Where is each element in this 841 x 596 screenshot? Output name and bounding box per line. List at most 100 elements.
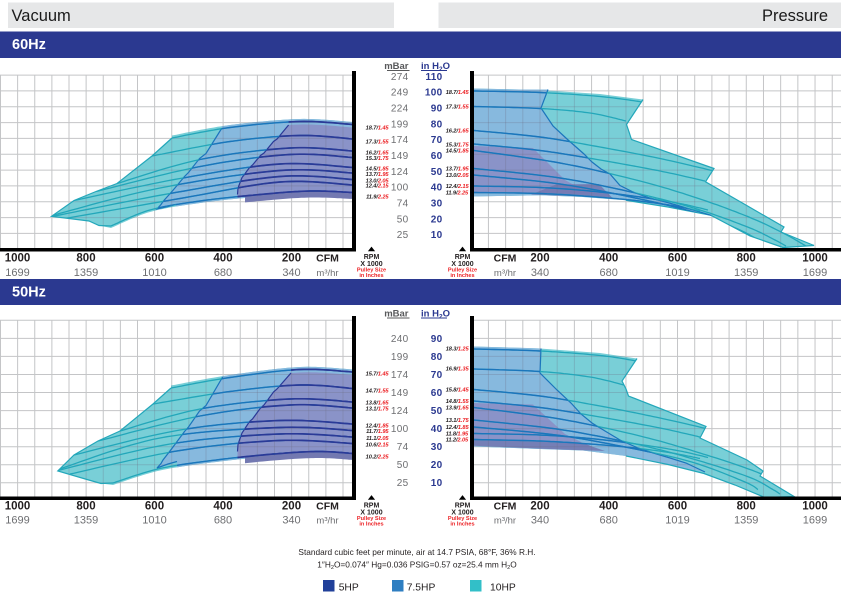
svg-text:800: 800 bbox=[76, 501, 95, 513]
svg-text:100: 100 bbox=[425, 88, 443, 99]
svg-text:12.4/2.15: 12.4/2.15 bbox=[366, 184, 390, 190]
svg-text:1010: 1010 bbox=[142, 515, 166, 527]
svg-text:14.7/1.55: 14.7/1.55 bbox=[366, 389, 390, 395]
svg-text:74: 74 bbox=[397, 199, 409, 210]
svg-text:17.3/1.55: 17.3/1.55 bbox=[446, 105, 470, 111]
svg-text:600: 600 bbox=[668, 501, 687, 513]
svg-text:14.5/1.85: 14.5/1.85 bbox=[366, 167, 390, 173]
svg-text:1359: 1359 bbox=[734, 267, 758, 279]
svg-text:40: 40 bbox=[431, 183, 443, 194]
svg-text:18.7/1.45: 18.7/1.45 bbox=[446, 90, 470, 96]
svg-text:400: 400 bbox=[213, 501, 232, 513]
svg-text:100: 100 bbox=[391, 183, 409, 194]
svg-text:80: 80 bbox=[431, 119, 443, 130]
svg-text:11.1/2.05: 11.1/2.05 bbox=[366, 436, 389, 442]
svg-text:1359: 1359 bbox=[74, 267, 98, 279]
svg-text:340: 340 bbox=[282, 515, 300, 527]
svg-text:200: 200 bbox=[282, 253, 301, 265]
svg-text:74: 74 bbox=[397, 442, 409, 453]
svg-text:800: 800 bbox=[737, 253, 756, 265]
svg-text:11.9/2.25: 11.9/2.25 bbox=[446, 190, 469, 196]
svg-text:400: 400 bbox=[599, 253, 618, 265]
svg-text:18.3/1.25: 18.3/1.25 bbox=[446, 347, 470, 353]
svg-text:40: 40 bbox=[431, 424, 443, 435]
svg-text:1019: 1019 bbox=[665, 267, 689, 279]
svg-text:340: 340 bbox=[282, 267, 300, 279]
svg-text:20: 20 bbox=[431, 214, 443, 225]
svg-text:Pulley Size: Pulley Size bbox=[357, 516, 386, 522]
svg-text:200: 200 bbox=[530, 253, 549, 265]
svg-text:11.7/1.95: 11.7/1.95 bbox=[366, 429, 389, 435]
svg-text:12.4/1.85: 12.4/1.85 bbox=[446, 425, 470, 431]
svg-text:124: 124 bbox=[391, 167, 409, 178]
svg-text:600: 600 bbox=[145, 501, 164, 513]
svg-text:10: 10 bbox=[431, 478, 443, 489]
svg-text:16.2/1.65: 16.2/1.65 bbox=[366, 151, 390, 157]
svg-text:1699: 1699 bbox=[803, 515, 827, 527]
svg-text:in Inches: in Inches bbox=[359, 273, 383, 279]
svg-text:90: 90 bbox=[431, 334, 443, 345]
svg-text:13.1/1.75: 13.1/1.75 bbox=[366, 407, 390, 413]
svg-text:14.8/1.55: 14.8/1.55 bbox=[446, 399, 470, 405]
svg-text:60: 60 bbox=[431, 388, 443, 399]
svg-text:m³/hr: m³/hr bbox=[316, 516, 338, 527]
svg-text:13.0/2.05: 13.0/2.05 bbox=[446, 173, 470, 179]
svg-text:60Hz: 60Hz bbox=[12, 37, 46, 53]
svg-text:11.9/2.25: 11.9/2.25 bbox=[366, 195, 389, 201]
svg-text:174: 174 bbox=[391, 370, 409, 381]
svg-text:RPM: RPM bbox=[364, 502, 380, 509]
svg-text:20: 20 bbox=[431, 460, 443, 471]
svg-text:400: 400 bbox=[599, 501, 618, 513]
svg-text:1000: 1000 bbox=[802, 501, 828, 513]
svg-text:10.2/2.25: 10.2/2.25 bbox=[366, 454, 390, 460]
svg-text:X 1000: X 1000 bbox=[360, 510, 382, 517]
svg-text:RPM: RPM bbox=[455, 254, 471, 261]
svg-text:224: 224 bbox=[391, 104, 409, 115]
svg-text:600: 600 bbox=[145, 253, 164, 265]
svg-text:10HP: 10HP bbox=[490, 583, 516, 594]
svg-text:16.2/1.65: 16.2/1.65 bbox=[446, 128, 470, 134]
svg-text:m³/hr: m³/hr bbox=[494, 268, 516, 279]
svg-text:25: 25 bbox=[397, 230, 409, 241]
svg-text:1359: 1359 bbox=[734, 515, 758, 527]
svg-text:RPM: RPM bbox=[455, 502, 471, 509]
svg-text:Pulley Size: Pulley Size bbox=[448, 516, 477, 522]
svg-text:Pulley Size: Pulley Size bbox=[448, 268, 477, 274]
svg-text:18.7/1.45: 18.7/1.45 bbox=[366, 126, 390, 132]
svg-text:600: 600 bbox=[668, 253, 687, 265]
svg-text:mBar: mBar bbox=[384, 309, 409, 320]
svg-text:CFM: CFM bbox=[494, 253, 517, 265]
svg-text:mBar: mBar bbox=[384, 61, 409, 72]
svg-text:1699: 1699 bbox=[803, 267, 827, 279]
svg-text:680: 680 bbox=[600, 515, 618, 527]
svg-text:800: 800 bbox=[737, 501, 756, 513]
svg-text:Pulley Size: Pulley Size bbox=[357, 268, 386, 274]
svg-text:80: 80 bbox=[431, 352, 443, 363]
svg-text:50: 50 bbox=[431, 167, 443, 178]
svg-text:680: 680 bbox=[214, 267, 232, 279]
svg-text:70: 70 bbox=[431, 370, 443, 381]
svg-text:X 1000: X 1000 bbox=[451, 510, 473, 517]
svg-text:199: 199 bbox=[391, 352, 409, 363]
svg-text:14.5/1.85: 14.5/1.85 bbox=[446, 149, 470, 155]
svg-text:in Inches: in Inches bbox=[450, 273, 474, 279]
svg-text:m³/hr: m³/hr bbox=[316, 268, 338, 279]
svg-text:m³/hr: m³/hr bbox=[494, 516, 516, 527]
svg-text:CFM: CFM bbox=[316, 253, 339, 265]
svg-text:CFM: CFM bbox=[494, 501, 517, 513]
svg-text:RPM: RPM bbox=[364, 254, 380, 261]
svg-text:200: 200 bbox=[282, 501, 301, 513]
svg-text:1359: 1359 bbox=[74, 515, 98, 527]
svg-text:124: 124 bbox=[391, 406, 409, 417]
svg-text:12.4/2.15: 12.4/2.15 bbox=[446, 184, 470, 190]
svg-text:13.8/1.65: 13.8/1.65 bbox=[366, 401, 390, 407]
svg-text:11.8/1.95: 11.8/1.95 bbox=[446, 431, 469, 437]
svg-text:Pressure: Pressure bbox=[762, 7, 828, 25]
svg-text:13.1/1.75: 13.1/1.75 bbox=[446, 418, 470, 424]
svg-text:680: 680 bbox=[214, 515, 232, 527]
svg-text:16.9/1.35: 16.9/1.35 bbox=[446, 367, 470, 373]
svg-text:13.0/2.05: 13.0/2.05 bbox=[366, 178, 390, 184]
svg-text:90: 90 bbox=[431, 104, 443, 115]
svg-text:in Inches: in Inches bbox=[359, 521, 383, 527]
svg-text:50: 50 bbox=[397, 214, 409, 225]
